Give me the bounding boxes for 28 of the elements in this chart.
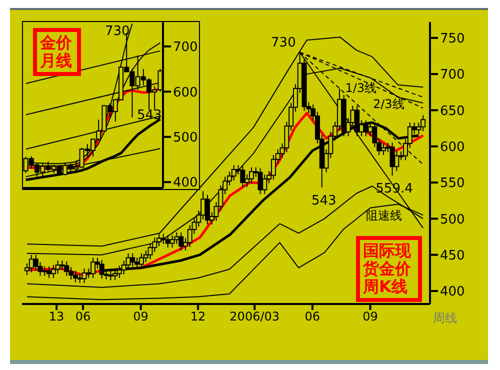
series-label: 阻速线 <box>366 208 402 222</box>
x-tick-label: 13 <box>48 310 64 324</box>
annotation: 543 <box>311 194 336 209</box>
x-tick-label: 12 <box>190 310 206 324</box>
annotation: 730 <box>105 24 130 39</box>
y-tick-label: 700 <box>173 40 198 56</box>
text: 金价月线 <box>33 28 81 76</box>
x-tick-label: 06 <box>75 310 91 324</box>
series-label: 2/3线 <box>372 96 404 111</box>
y-tick-label: 750 <box>440 32 465 47</box>
y-tick-label: 600 <box>440 140 465 155</box>
y-tick-label: 700 <box>440 68 465 83</box>
y-tick-label: 550 <box>440 176 465 192</box>
text: 国际现货金价周K线 <box>356 236 422 302</box>
x-tick-label: 09 <box>133 310 148 324</box>
x-axis-title: 周线 <box>433 310 457 327</box>
y-tick-label: 500 <box>440 212 465 228</box>
y-tick-label: 500 <box>173 130 198 146</box>
y-tick-label: 400 <box>173 176 198 191</box>
x-tick-label: 09 <box>362 310 378 324</box>
x-tick-label: 2006/03 <box>230 310 280 324</box>
annotation: 730 <box>271 35 296 50</box>
y-tick-label: 600 <box>173 85 198 100</box>
y-tick-label: 450 <box>440 248 465 264</box>
y-tick-label: 650 <box>440 104 465 119</box>
x-tick-label: 06 <box>304 310 320 324</box>
y-tick-label: 400 <box>440 284 465 300</box>
series-label: 1/3线 <box>345 81 377 96</box>
